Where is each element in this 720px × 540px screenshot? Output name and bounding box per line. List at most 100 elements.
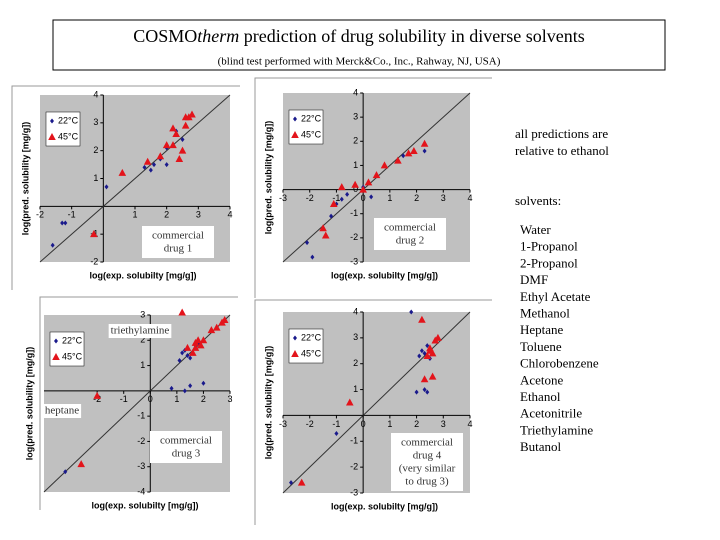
point xyxy=(337,183,346,191)
note: all predictions are xyxy=(515,126,608,141)
point xyxy=(93,391,101,399)
point xyxy=(372,171,381,179)
legend-marker xyxy=(293,116,297,122)
annotation: commercial xyxy=(401,437,453,449)
point xyxy=(414,389,419,395)
x-tick-label: -3 xyxy=(279,193,287,203)
annotation-box xyxy=(150,431,222,463)
title-box xyxy=(52,19,666,71)
y-tick-label: 2 xyxy=(353,358,358,368)
point xyxy=(152,162,156,168)
point xyxy=(345,191,350,197)
point xyxy=(169,385,174,391)
y-tick-label: 3 xyxy=(140,309,145,319)
title-part: prediction of drug solubility in diverse… xyxy=(239,26,584,46)
point xyxy=(156,152,165,160)
x-tick-label: 2 xyxy=(414,193,419,203)
point xyxy=(329,200,338,208)
legend-marker xyxy=(52,353,60,360)
x-tick-label: 1 xyxy=(132,210,137,220)
annotation-box xyxy=(374,218,446,250)
title-part: COSMO xyxy=(133,26,197,46)
point xyxy=(425,343,430,349)
y-tick-label: 2 xyxy=(140,335,145,345)
legend-marker xyxy=(293,335,297,341)
legend-label: 22°C xyxy=(301,113,322,123)
x-tick-label: -1 xyxy=(332,419,340,429)
x-tick-label: 3 xyxy=(441,193,446,203)
x-tick-label: 3 xyxy=(227,394,232,404)
point xyxy=(188,110,196,118)
annotation: commercial xyxy=(384,222,436,234)
annotation: drug 4 xyxy=(413,450,442,462)
point xyxy=(185,352,190,358)
point xyxy=(118,168,127,176)
annotation: drug 1 xyxy=(164,243,192,255)
solvent: Butanol xyxy=(520,439,562,454)
solvent: 1-Propanol xyxy=(520,239,578,254)
point xyxy=(175,155,184,163)
point xyxy=(425,389,430,395)
y-tick-label: 3 xyxy=(93,117,98,127)
panel-frame xyxy=(39,296,238,510)
x-tick-label: 1 xyxy=(174,394,179,404)
y-axis-label: log(pred. solubility [mg/g]) xyxy=(263,121,273,235)
point xyxy=(422,387,427,393)
annotation-box xyxy=(391,433,463,491)
point-label: heptane xyxy=(45,405,79,417)
y-tick-label: -2 xyxy=(137,436,145,446)
point xyxy=(180,137,185,143)
x-tick-label: 3 xyxy=(441,419,446,429)
x-tick-label: -2 xyxy=(36,210,44,220)
legend-marker xyxy=(291,350,299,357)
point xyxy=(422,350,427,356)
y-tick-label: -2 xyxy=(350,462,358,472)
y-tick-label: -1 xyxy=(350,436,358,446)
x-tick-label: 4 xyxy=(467,419,472,429)
x-axis-label: log(exp. solubilty [mg/g]) xyxy=(92,500,199,510)
annotation: (very similar xyxy=(399,463,456,475)
point xyxy=(178,308,186,316)
point xyxy=(417,353,422,359)
point xyxy=(329,213,334,219)
solvent: Ethanol xyxy=(520,389,561,404)
point xyxy=(394,156,402,164)
point xyxy=(181,121,190,129)
solvent: Ethyl Acetate xyxy=(520,289,591,304)
y-tick-label: 2 xyxy=(93,145,98,155)
x-tick-label: -3 xyxy=(279,419,287,429)
y-tick-label: 0 xyxy=(353,184,358,194)
point xyxy=(305,240,310,246)
point xyxy=(420,139,429,147)
y-tick-label: -1 xyxy=(137,411,145,421)
point-label: triethylamine xyxy=(111,325,170,337)
point xyxy=(310,254,315,260)
point xyxy=(182,388,187,394)
point xyxy=(359,185,367,193)
point xyxy=(321,231,330,239)
point xyxy=(63,469,68,475)
y-tick-label: 1 xyxy=(93,173,98,183)
point xyxy=(423,351,432,359)
y-tick-label: -1 xyxy=(350,208,358,218)
point xyxy=(148,167,153,173)
x-tick-label: 2 xyxy=(201,394,206,404)
legend-marker xyxy=(54,338,58,344)
legend-box xyxy=(49,331,85,367)
point xyxy=(172,129,180,137)
annotation: commercial xyxy=(152,230,204,242)
y-tick-label: 1 xyxy=(353,384,358,394)
solvent: 2-Propanol xyxy=(520,255,578,270)
point xyxy=(345,398,354,406)
solvent: Water xyxy=(520,222,551,237)
point xyxy=(297,478,306,486)
point xyxy=(410,146,418,154)
point xyxy=(191,343,200,351)
point xyxy=(188,355,193,361)
y-axis-label: log(pred. solubility [mg/g]) xyxy=(263,346,273,460)
point xyxy=(289,480,294,486)
legend-box xyxy=(288,328,324,364)
legend-marker xyxy=(48,133,56,140)
point xyxy=(189,348,197,356)
